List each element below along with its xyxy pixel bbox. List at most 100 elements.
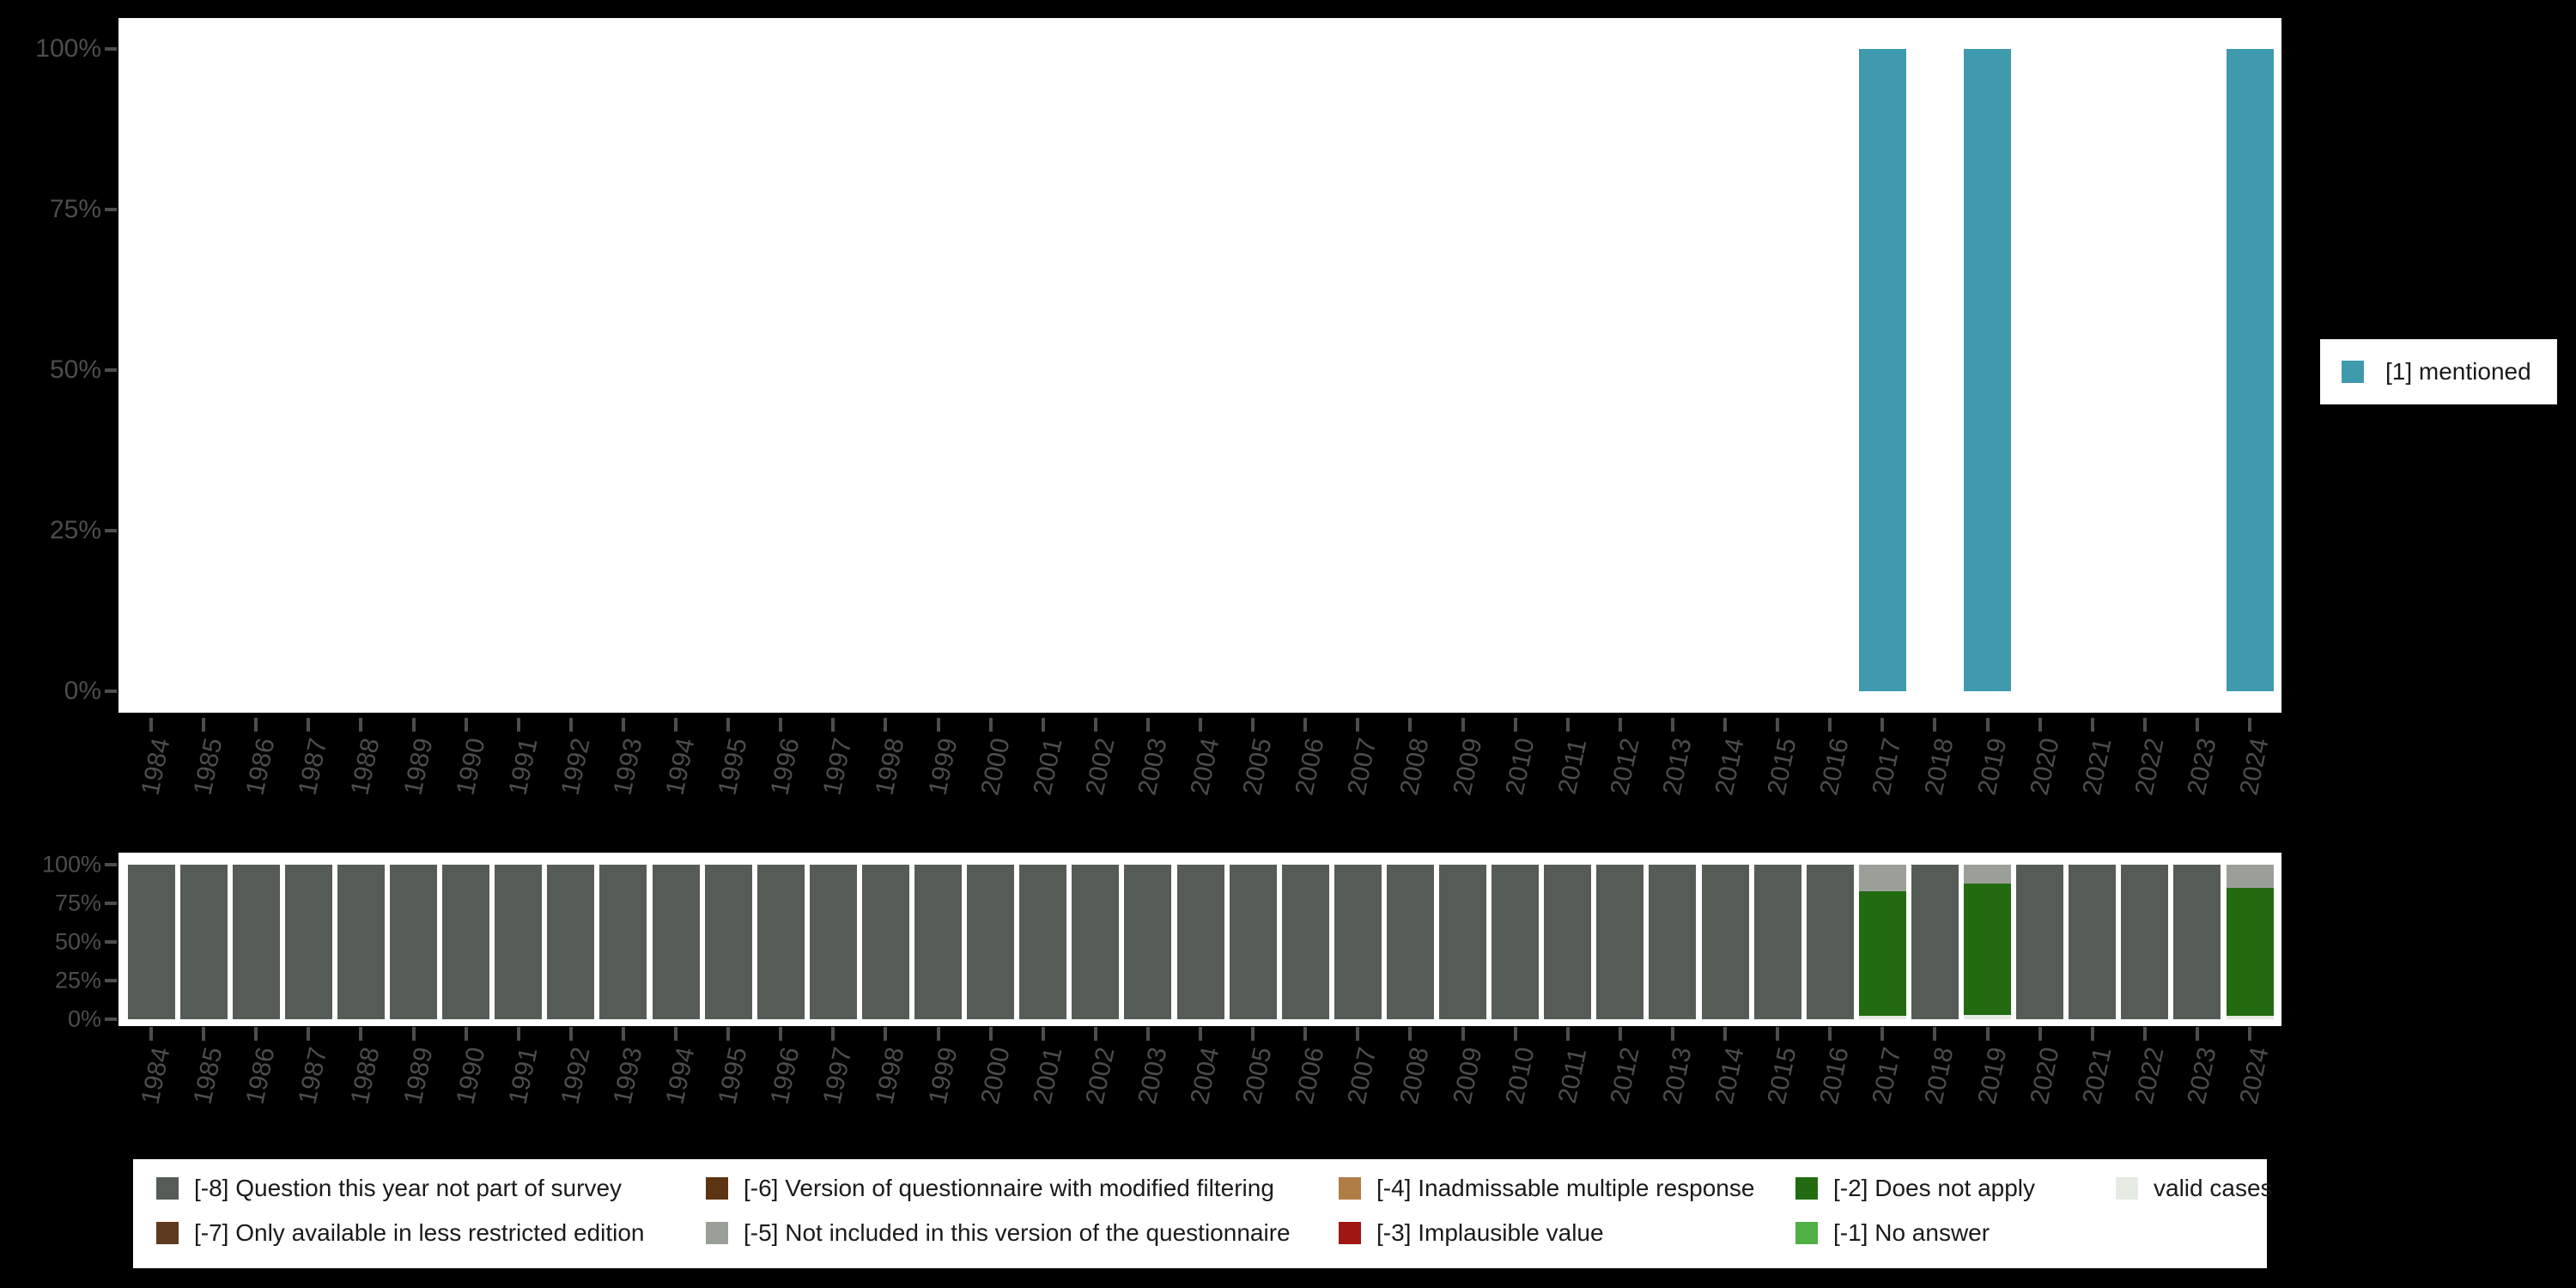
x-tick-2013 [1670, 1027, 1674, 1041]
x-label-2001: 2001 [1028, 735, 1068, 798]
bar-2019-segment [1964, 1014, 2011, 1019]
bar-2000-segment [967, 865, 1015, 1019]
x-label-2006: 2006 [1290, 735, 1330, 798]
legend-swatch-7 [156, 1222, 179, 1244]
bar-2020-segment [2016, 865, 2064, 1019]
x-tick-1998 [884, 718, 888, 732]
x-label-2001: 2001 [1028, 1044, 1068, 1107]
x-label-2003: 2003 [1133, 735, 1173, 798]
x-tick-2022 [2142, 1027, 2147, 1041]
x-label-1997: 1997 [817, 735, 858, 798]
x-label-1994: 1994 [660, 735, 701, 798]
bar-2009-segment [1439, 865, 1486, 1019]
x-label-2012: 2012 [1605, 1044, 1645, 1107]
x-tick-1991 [516, 718, 520, 732]
legend-label-mentioned: [1] mentioned [2385, 358, 2531, 385]
bar-1989-segment [390, 865, 437, 1019]
bar-2024-segment [2226, 888, 2274, 1017]
x-label-2004: 2004 [1185, 1044, 1225, 1107]
bar-2006-segment [1281, 865, 1329, 1019]
x-tick-1989 [411, 1027, 416, 1041]
x-tick-1996 [779, 1027, 783, 1041]
bar-2013-segment [1649, 865, 1697, 1019]
x-label-2022: 2022 [2129, 1044, 2170, 1107]
x-tick-2017 [1880, 1027, 1885, 1041]
bar-2002-segment [1072, 865, 1120, 1019]
x-label-2014: 2014 [1710, 1044, 1750, 1107]
x-tick-1997 [831, 1027, 835, 1041]
x-tick-2009 [1461, 1027, 1465, 1041]
legend-missing-values: [-8] Question this year not part of surv… [133, 1159, 2273, 1268]
x-tick-2012 [1618, 718, 1622, 732]
x-label-1992: 1992 [556, 1044, 596, 1107]
x-label-2009: 2009 [1447, 735, 1488, 798]
x-tick-2016 [1828, 1027, 1832, 1041]
x-tick-2001 [1041, 1027, 1045, 1041]
x-label-1987: 1987 [293, 1044, 333, 1107]
x-label-2013: 2013 [1657, 1044, 1698, 1107]
bar-2008-segment [1386, 865, 1434, 1019]
bar-2017 [1858, 49, 1906, 691]
x-tick-2002 [1093, 718, 1097, 732]
x-tick-2008 [1408, 1027, 1413, 1041]
x-label-2019: 2019 [1971, 1044, 2013, 1107]
x-tick-2009 [1461, 718, 1465, 732]
bar-2019-segment [1964, 883, 2011, 1015]
y-axis-tick-100 [105, 863, 117, 866]
bar-1990-segment [442, 865, 490, 1019]
bar-2010-segment [1492, 865, 1540, 1019]
y-axis-tick-75 [105, 902, 117, 905]
x-tick-2011 [1565, 718, 1570, 732]
bar-2017-segment [1858, 1016, 1906, 1019]
x-tick-1993 [621, 1027, 625, 1041]
x-label-1990: 1990 [451, 735, 491, 798]
x-label-2015: 2015 [1762, 1044, 1802, 1107]
y-axis-tick-25 [105, 979, 117, 982]
y-axis-label-50: 50% [49, 355, 101, 384]
x-tick-1993 [621, 718, 625, 732]
bar-2003-segment [1124, 865, 1172, 1019]
legend-label-item: [-3] Implausible value [1376, 1219, 1604, 1246]
x-label-1989: 1989 [398, 735, 439, 798]
x-tick-1995 [726, 718, 731, 732]
bar-1991-segment [495, 865, 543, 1019]
bar-2005-segment [1229, 865, 1277, 1019]
x-label-1985: 1985 [188, 1044, 228, 1107]
bar-2022-segment [2121, 865, 2169, 1019]
y-axis-label-25: 25% [54, 967, 101, 993]
x-label-2021: 2021 [2077, 1044, 2117, 1107]
x-tick-2014 [1723, 718, 1727, 732]
x-label-1995: 1995 [713, 735, 753, 798]
bar-1984-segment [127, 865, 175, 1019]
x-tick-2024 [2248, 718, 2251, 732]
x-tick-2018 [1933, 1027, 1937, 1041]
bar-2014-segment [1701, 865, 1749, 1019]
x-tick-1988 [359, 1027, 363, 1041]
x-tick-2021 [2090, 718, 2094, 732]
x-tick-1988 [359, 718, 363, 732]
x-label-2002: 2002 [1080, 1044, 1121, 1107]
bar-1985-segment [179, 865, 228, 1019]
x-label-2020: 2020 [2025, 1044, 2065, 1107]
y-axis-tick-0 [105, 690, 117, 693]
bar-2016-segment [1806, 865, 1854, 1019]
x-tick-2010 [1513, 718, 1517, 732]
legend-label-item: [-4] Inadmissable multiple response [1376, 1175, 1755, 1201]
bar-2021-segment [2069, 865, 2117, 1019]
x-tick-1991 [516, 1027, 520, 1041]
x-label-2018: 2018 [1919, 1044, 1959, 1107]
bar-2015-segment [1753, 865, 1801, 1019]
x-label-2019: 2019 [1971, 735, 2013, 798]
x-label-1988: 1988 [345, 735, 386, 798]
x-tick-2022 [2142, 718, 2147, 732]
legend-swatch-8 [156, 1177, 179, 1200]
bar-2012-segment [1596, 865, 1644, 1019]
x-tick-2006 [1303, 718, 1308, 732]
legend-label-item: [-7] Only available in less restricted e… [194, 1219, 645, 1246]
y-axis-label-0: 0% [67, 1005, 101, 1032]
bar-1998-segment [861, 865, 909, 1019]
x-tick-1999 [936, 1027, 940, 1041]
x-label-1987: 1987 [293, 735, 333, 798]
x-tick-2021 [2090, 1027, 2094, 1041]
x-label-1989: 1989 [398, 1044, 439, 1107]
